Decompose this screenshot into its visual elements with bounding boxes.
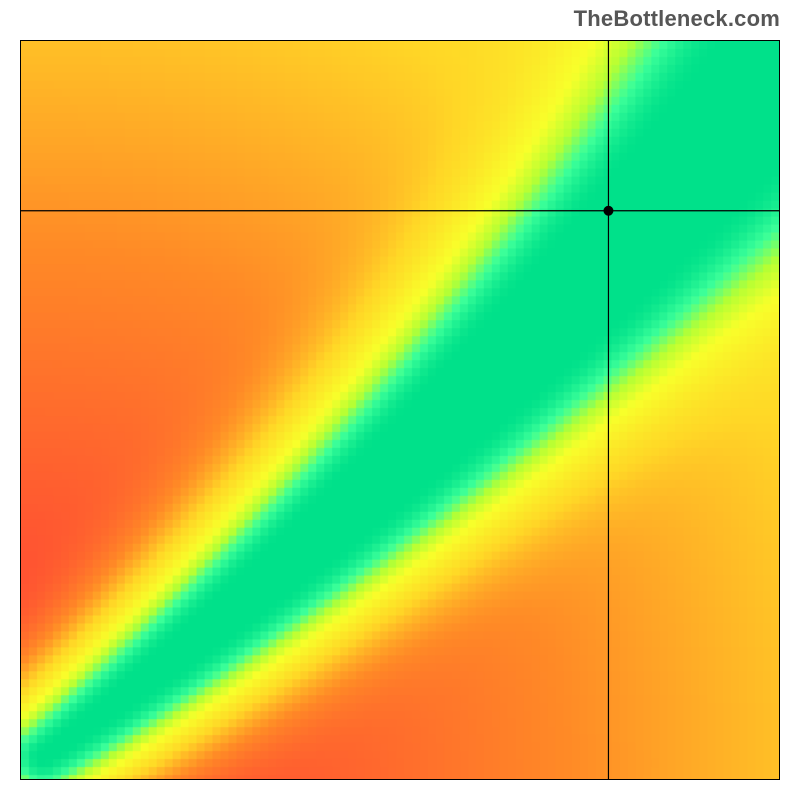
attribution-text: TheBottleneck.com	[574, 6, 780, 32]
bottleneck-heatmap	[20, 40, 780, 780]
heatmap-canvas	[21, 41, 779, 779]
